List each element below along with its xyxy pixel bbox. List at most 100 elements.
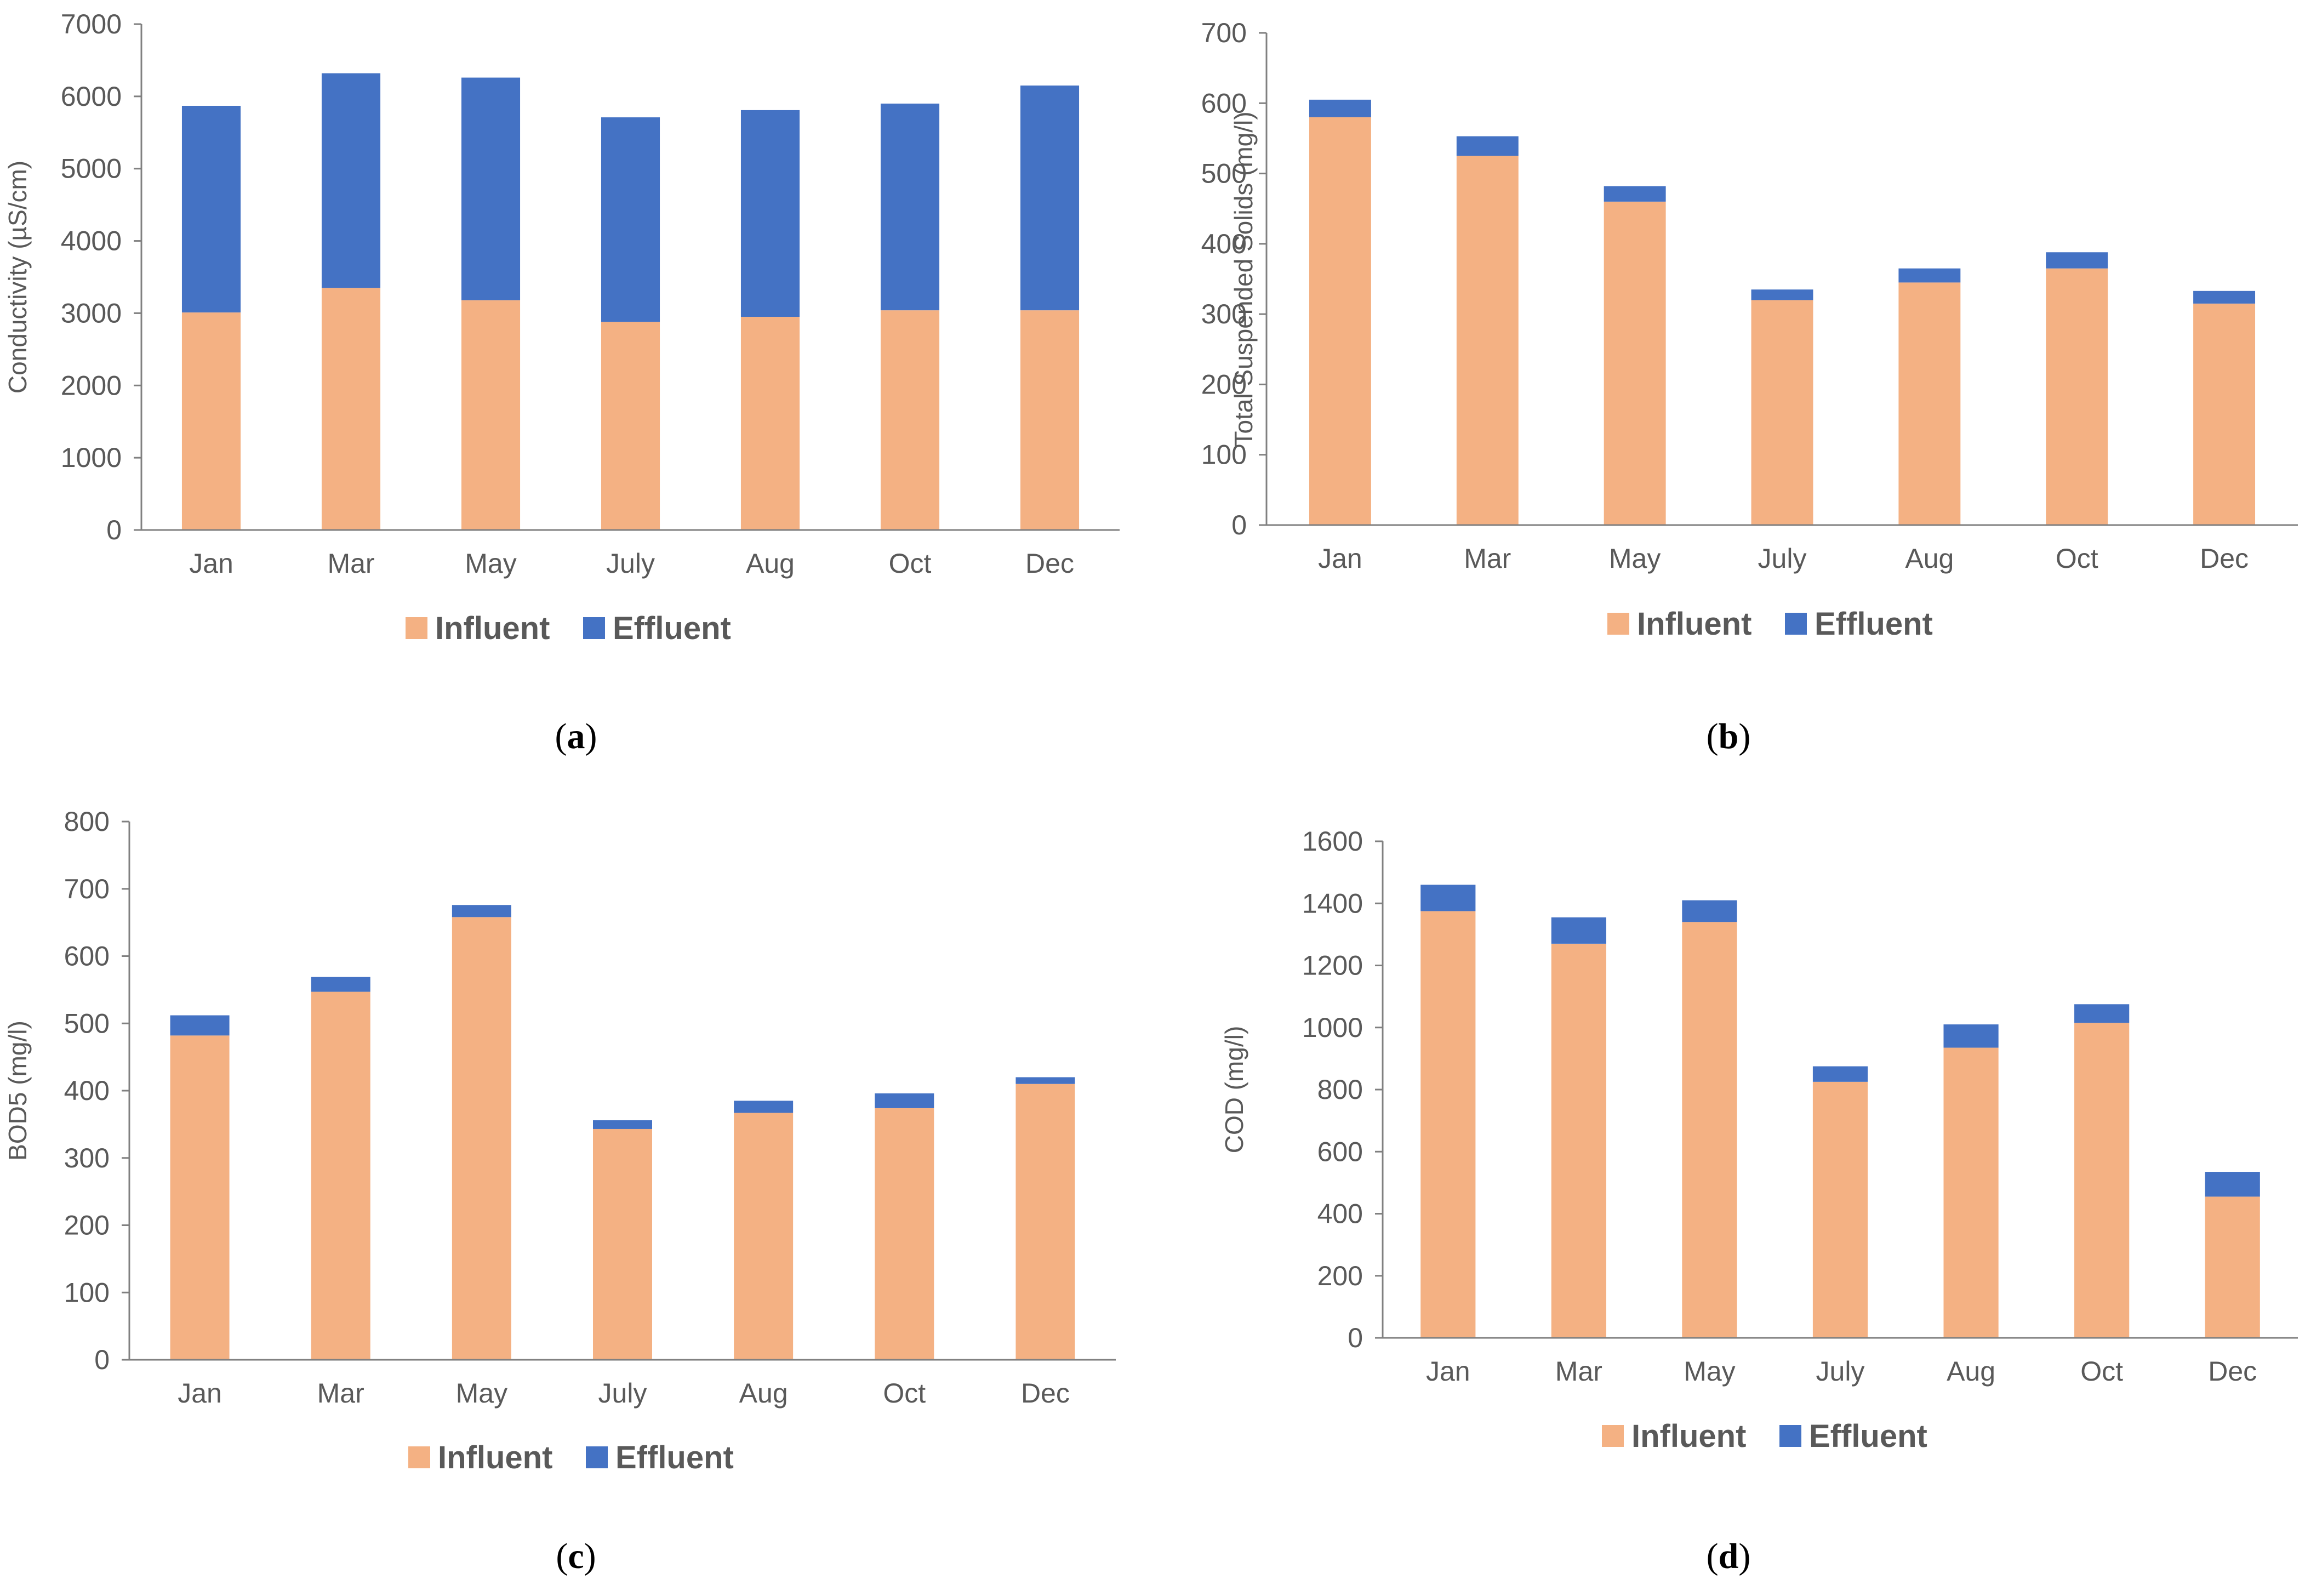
bar-effluent-july <box>593 1120 652 1129</box>
x-tick-label: May <box>1609 543 1661 574</box>
chart-panel-b: 0 100 200 300 400 500 600 700 Jan Mar May July Aug Oc… <box>1152 0 2305 798</box>
bar-effluent-oct <box>2046 252 2108 269</box>
y-tick-label: 100 <box>1201 440 1247 470</box>
bar-effluent-aug <box>1898 268 1961 283</box>
bar-effluent-mar <box>321 73 381 288</box>
bar-influent-jan <box>1309 117 1371 525</box>
legend-label-effluent: Effluent <box>1815 606 1933 642</box>
y-tick-label: 200 <box>64 1210 110 1241</box>
bar-effluent-mar <box>311 977 370 992</box>
y-tick-label: 0 <box>94 1344 110 1375</box>
panel-caption-letter: b <box>1719 716 1739 756</box>
legend-label-effluent: Effluent <box>613 611 731 646</box>
chart-svg: 0 1000 2000 3000 4000 5000 6000 7000 Jan Mar May Ju… <box>3 9 1120 756</box>
bar-effluent-aug <box>734 1101 794 1113</box>
panel-caption-letter: c <box>568 1536 584 1576</box>
x-tick-label: Oct <box>883 1378 926 1409</box>
bar-influent-mar <box>311 991 370 1360</box>
y-tick-label: 800 <box>64 806 110 837</box>
bar-influent-mar <box>1456 156 1519 525</box>
bar-influent-july <box>593 1128 652 1360</box>
x-tick-label: Mar <box>327 548 374 579</box>
bar-influent-aug <box>1898 282 1961 525</box>
x-tick-label: Jan <box>189 548 233 579</box>
bar-effluent-july <box>601 117 660 322</box>
bar-influent-may <box>461 300 521 530</box>
x-tick-label: Oct <box>2056 543 2098 574</box>
y-tick-label: 200 <box>1317 1261 1363 1291</box>
x-tick-label: Mar <box>317 1378 364 1409</box>
chart-svg: 0 100 200 300 400 500 600 700 800 Jan Mar May July Au… <box>3 806 1116 1576</box>
panel-caption-letter: d <box>1719 1536 1739 1576</box>
bar-effluent-aug <box>740 110 800 317</box>
y-tick-label: 0 <box>1348 1323 1363 1353</box>
chart-svg: 0 200 400 600 800 1000 1200 1400 1600 Jan Mar May Ju… <box>1220 826 2298 1576</box>
y-tick-label: 7000 <box>61 9 122 39</box>
chart-panel-a: 0 1000 2000 3000 4000 5000 6000 7000 Jan Mar May Ju… <box>0 0 1152 798</box>
bar-influent-mar <box>321 288 381 530</box>
legend-swatch-influent <box>406 617 427 639</box>
chart-panel-c: 0 100 200 300 400 500 600 700 800 Jan Mar May July Au… <box>0 798 1152 1596</box>
y-tick-label: 4000 <box>61 226 122 256</box>
y-tick-label: 0 <box>106 515 122 545</box>
legend-label-effluent: Effluent <box>615 1440 734 1475</box>
x-tick-label: May <box>456 1378 507 1409</box>
y-tick-label: 1400 <box>1302 888 1363 919</box>
bar-influent-dec <box>2205 1196 2260 1338</box>
x-tick-label: Oct <box>2080 1356 2123 1387</box>
chart-panel-d: 0 200 400 600 800 1000 1200 1400 1600 Jan Mar May Ju… <box>1152 798 2305 1596</box>
bar-effluent-oct <box>875 1093 934 1108</box>
bar-effluent-oct <box>880 104 940 311</box>
panel-caption: (b) <box>1707 716 1751 756</box>
panel-caption: (d) <box>1707 1536 1751 1576</box>
panel-caption: (c) <box>556 1536 596 1576</box>
bar-effluent-dec <box>2193 290 2256 304</box>
legend-swatch-effluent <box>586 1446 608 1468</box>
bar-influent-may <box>1604 201 1666 525</box>
x-tick-label: Dec <box>2200 543 2249 574</box>
x-tick-label: Dec <box>2208 1356 2257 1387</box>
x-tick-label: July <box>606 548 655 579</box>
bar-influent-may <box>1682 922 1737 1338</box>
x-tick-label: July <box>598 1378 647 1409</box>
y-tick-label: 300 <box>1201 299 1247 329</box>
bar-effluent-may <box>452 905 511 917</box>
y-tick-label: 200 <box>1201 369 1247 400</box>
bar-effluent-mar <box>1456 136 1519 156</box>
bar-influent-jan <box>170 1035 230 1360</box>
y-tick-label: 300 <box>64 1143 110 1173</box>
bar-influent-oct <box>875 1108 934 1360</box>
x-tick-label: Jan <box>178 1378 222 1409</box>
y-tick-label: 400 <box>1317 1199 1363 1229</box>
panel-caption: (a) <box>555 716 597 756</box>
bar-effluent-jan <box>1309 99 1371 117</box>
bar-influent-aug <box>740 317 800 530</box>
y-tick-label: 1200 <box>1302 950 1363 981</box>
x-tick-label: Dec <box>1025 548 1074 579</box>
y-tick-label: 500 <box>1201 158 1247 189</box>
bar-effluent-dec <box>2205 1172 2260 1197</box>
y-tick-label: 1600 <box>1302 826 1363 857</box>
bar-effluent-jan <box>181 105 241 313</box>
legend-label-influent: Influent <box>1631 1418 1746 1454</box>
bar-effluent-jan <box>170 1015 230 1036</box>
legend-label-effluent: Effluent <box>1809 1418 1927 1454</box>
y-tick-label: 700 <box>64 874 110 904</box>
y-axis-title: COD (mg/l) <box>1220 1026 1248 1154</box>
bar-influent-oct <box>2074 1023 2130 1338</box>
bar-effluent-july <box>1751 289 1813 300</box>
y-axis-title: BOD5 (mg/l) <box>3 1021 32 1161</box>
y-axis-title: Total Suspended Solids (mg/l) <box>1229 111 1258 446</box>
legend-swatch-effluent <box>1779 1425 1801 1447</box>
bar-effluent-july <box>1812 1066 1868 1082</box>
bar-effluent-jan <box>1420 885 1476 911</box>
bar-influent-aug <box>1943 1047 1999 1338</box>
bar-influent-dec <box>2193 303 2256 525</box>
bar-influent-mar <box>1551 943 1606 1338</box>
bar-effluent-dec <box>1015 1077 1075 1084</box>
bar-effluent-may <box>461 77 521 300</box>
x-tick-label: May <box>465 548 516 579</box>
panel-caption-letter: a <box>567 716 585 756</box>
x-tick-label: July <box>1758 543 1807 574</box>
bar-influent-aug <box>734 1113 794 1360</box>
